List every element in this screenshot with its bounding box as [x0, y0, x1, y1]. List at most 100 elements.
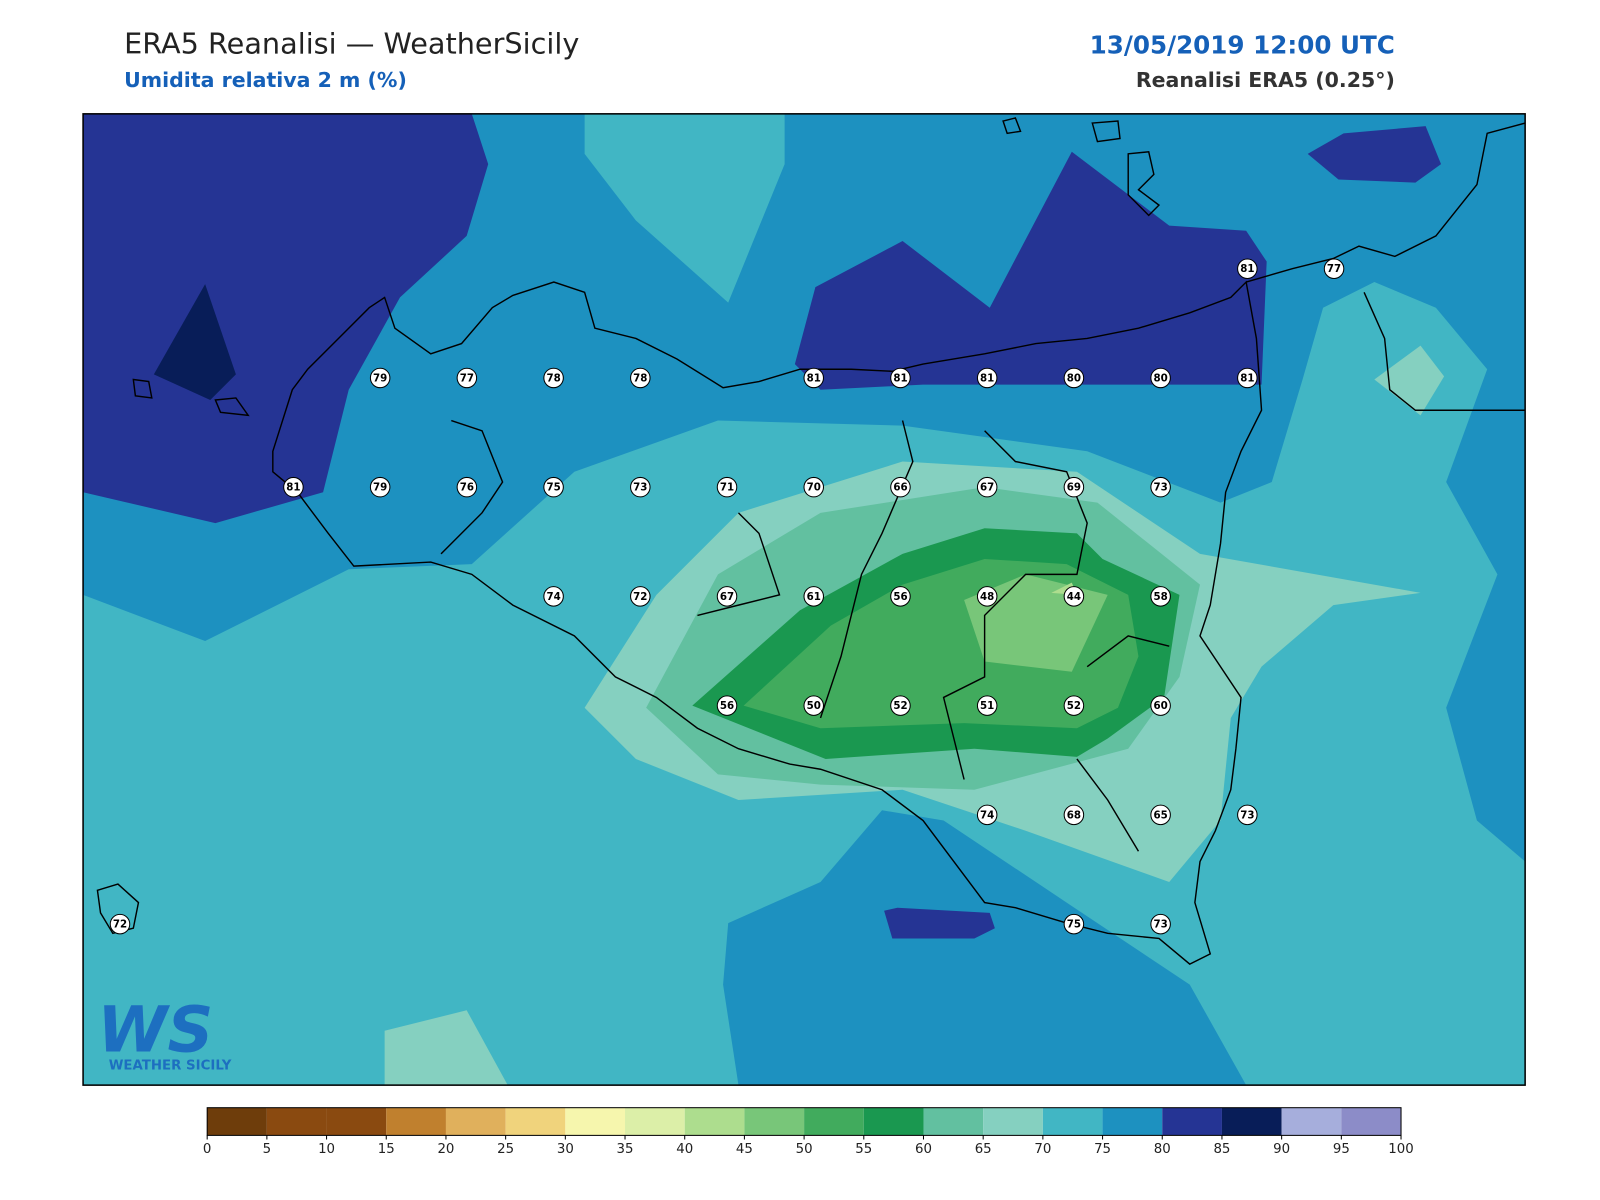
station: 80	[1150, 367, 1171, 389]
station-value: 65	[1153, 809, 1167, 821]
station: 44	[1063, 586, 1085, 607]
station-marker	[109, 913, 131, 935]
station: 61	[803, 586, 825, 607]
station-marker	[456, 367, 478, 389]
station-value: 77	[1327, 263, 1341, 275]
station-value: 70	[807, 482, 821, 494]
colorbar-tick-label: 25	[497, 1142, 514, 1157]
station-marker	[1323, 258, 1345, 279]
station-marker	[803, 695, 825, 716]
station-value: 44	[1067, 591, 1081, 603]
station-value: 81	[1240, 372, 1254, 384]
station-value: 74	[546, 591, 560, 603]
station-marker	[803, 367, 825, 389]
colorbar: 0 5 10 15 20 25 30 35 40 45 50 55 60 65 70 75 80 85 90 95 10…	[203, 1107, 1414, 1157]
station: 79	[369, 476, 391, 498]
station: 70	[803, 476, 825, 498]
station-value: 66	[893, 482, 907, 494]
colorbar-bin	[565, 1107, 626, 1136]
station-labels: 81 77 79 77 78 78 81 81 81 80 80 81 81 79 76 75 73 71 70 66…	[109, 258, 1345, 935]
station-value: 58	[1153, 591, 1167, 603]
station: 73	[1237, 804, 1258, 826]
subtitle: Umidita relativa 2 m (%)	[124, 68, 407, 92]
colorbar-bin	[1221, 1107, 1282, 1136]
station-marker	[1063, 586, 1085, 607]
station-value: 73	[1153, 919, 1167, 931]
station-marker	[1063, 367, 1085, 389]
station: 81	[283, 476, 304, 498]
colorbar-bin	[863, 1107, 924, 1136]
station-marker	[543, 367, 564, 389]
station: 72	[109, 913, 131, 935]
station: 75	[543, 476, 564, 498]
colorbar-tick-label: 75	[1094, 1142, 1111, 1157]
station-value: 81	[807, 372, 821, 384]
colorbar-tick-label: 35	[617, 1142, 634, 1157]
colorbar-tick-label: 50	[796, 1142, 813, 1157]
station: 56	[716, 695, 738, 716]
station-marker	[543, 586, 564, 607]
station-value: 56	[893, 591, 907, 603]
colorbar-bin	[983, 1107, 1043, 1136]
station: 80	[1063, 367, 1085, 389]
station: 68	[1063, 804, 1085, 826]
station-marker	[976, 804, 998, 826]
station-marker	[1063, 913, 1085, 935]
station-value: 72	[633, 591, 647, 603]
colorbar-tick-label: 40	[676, 1142, 693, 1157]
station-marker	[976, 367, 998, 389]
station-marker	[803, 476, 825, 498]
station: 74	[976, 804, 998, 826]
station-value: 79	[373, 372, 387, 384]
station: 81	[803, 367, 825, 389]
colorbar-bin	[1162, 1107, 1222, 1136]
station: 69	[1063, 476, 1085, 498]
station-marker	[1237, 258, 1258, 279]
station: 78	[543, 367, 564, 389]
station-value: 73	[1153, 482, 1167, 494]
station-marker	[976, 476, 998, 498]
station-value: 78	[633, 372, 647, 384]
station: 48	[976, 586, 998, 607]
colorbar-tick-label: 85	[1213, 1142, 1230, 1157]
map-frame	[82, 113, 1526, 1086]
station-marker	[456, 476, 478, 498]
station-marker	[890, 586, 911, 607]
contours: 81 77 79 77 78 78 81 81 81 80 80 81 81 79 76 75 73 71 70 66…	[83, 113, 1526, 1086]
station: 50	[803, 695, 825, 716]
station: 56	[890, 586, 911, 607]
station-value: 48	[980, 591, 994, 603]
colorbar-bin	[1042, 1107, 1103, 1136]
station-value: 76	[460, 482, 474, 494]
station: 81	[976, 367, 998, 389]
colorbar-bin	[386, 1107, 446, 1136]
station-marker	[890, 695, 911, 716]
station-marker	[543, 476, 564, 498]
station: 75	[1063, 913, 1085, 935]
station-value: 74	[980, 809, 994, 821]
station-value: 51	[980, 700, 994, 712]
station-marker	[716, 586, 738, 607]
station-value: 50	[807, 700, 821, 712]
station-marker	[1063, 476, 1085, 498]
station: 81	[1237, 367, 1258, 389]
colorbar-tick-label: 5	[263, 1142, 271, 1157]
station: 73	[630, 476, 651, 498]
station-marker	[1150, 695, 1171, 716]
colorbar-tick-label: 0	[203, 1142, 211, 1157]
colorbar-bin	[804, 1107, 864, 1136]
station-marker	[630, 367, 651, 389]
colorbar-tick-label: 45	[736, 1142, 753, 1157]
station-marker	[803, 586, 825, 607]
station: 73	[1150, 476, 1171, 498]
colorbar-bin	[625, 1107, 685, 1136]
station-value: 73	[633, 482, 647, 494]
station: 71	[716, 476, 738, 498]
station-value: 75	[546, 482, 560, 494]
station-value: 75	[1067, 919, 1081, 931]
station-value: 80	[1153, 372, 1167, 384]
station-marker	[976, 695, 998, 716]
colorbar-bin	[207, 1107, 267, 1136]
